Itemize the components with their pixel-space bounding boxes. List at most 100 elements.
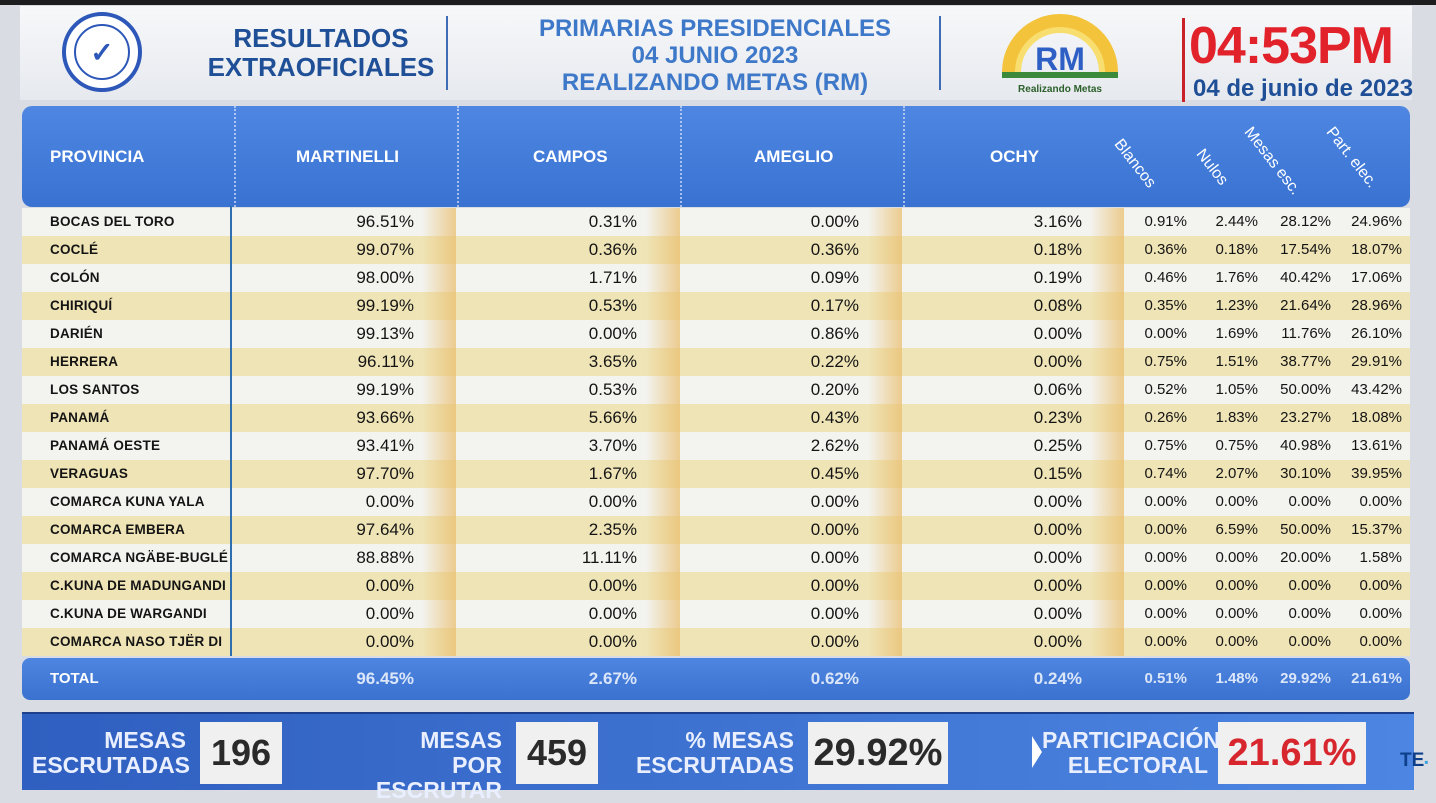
cell-part: 17.06% [1351, 269, 1402, 286]
cell-nulos: 0.75% [1215, 437, 1258, 454]
cell-ameglio: 0.00% [810, 548, 859, 567]
province-name: BOCAS DEL TORO [50, 214, 175, 229]
cell-nulos: 0.00% [1215, 633, 1258, 650]
cell-nulos: 1.23% [1215, 297, 1258, 314]
column-shade [1090, 488, 1124, 516]
column-shade [646, 432, 680, 460]
column-shade [1090, 628, 1124, 656]
province-name: COCLÉ [50, 242, 99, 257]
mesas-por-escrutar-value: 459 [516, 722, 598, 784]
cell-nulos: 2.44% [1215, 213, 1258, 230]
cell-mesas: 38.77% [1280, 353, 1331, 370]
total-row: TOTAL 96.45% 2.67% 0.62% 0.24% 0.51% 1.4… [22, 658, 1410, 700]
column-shade [646, 516, 680, 544]
column-shade [868, 572, 902, 600]
total-campos: 2.67% [588, 669, 637, 688]
chevron-right-icon [1032, 736, 1042, 768]
column-shade [422, 460, 456, 488]
column-shade [646, 628, 680, 656]
total-label: TOTAL [50, 670, 99, 687]
cell-ameglio: 0.00% [810, 604, 859, 623]
province-name: COMARCA NGÄBE-BUGLÉ [50, 550, 229, 565]
event-title-line3: REALIZANDO METAS (RM) [561, 69, 869, 96]
column-shade [646, 236, 680, 264]
cell-martinelli: 96.11% [357, 352, 414, 371]
cell-mesas: 0.00% [1288, 605, 1331, 622]
cell-mesas: 17.54% [1280, 241, 1331, 258]
total-ochy: 0.24% [1033, 669, 1082, 688]
cell-campos: 0.53% [588, 380, 637, 399]
province-name: DARIÉN [50, 326, 103, 341]
column-shade [1090, 208, 1124, 236]
cell-mesas: 28.12% [1280, 213, 1331, 230]
column-shade [868, 488, 902, 516]
cell-martinelli: 93.66% [356, 408, 414, 427]
column-shade [646, 376, 680, 404]
column-shade [1090, 516, 1124, 544]
summary-bar: MESAS ESCRUTADAS 196 MESAS POR ESCRUTAR … [22, 712, 1429, 803]
column-shade [422, 292, 456, 320]
cell-ameglio: 0.00% [810, 492, 859, 511]
column-shade [868, 320, 902, 348]
column-shade [868, 348, 902, 376]
column-shade [646, 292, 680, 320]
table-row: COMARCA KUNA YALA 0.00% 0.00% 0.00% 0.00% 0.0… [22, 488, 1410, 516]
column-header-blancos: Blancos [1110, 136, 1160, 192]
cell-ameglio: 0.86% [810, 324, 859, 343]
cell-ochy: 0.23% [1033, 408, 1082, 427]
cell-blancos: 0.00% [1144, 493, 1187, 510]
province-name: C.KUNA DE MADUNGANDI [50, 578, 226, 593]
province-name: CHIRIQUÍ [50, 298, 113, 313]
results-title-line1: RESULTADOS [233, 23, 409, 53]
column-shade [1090, 600, 1124, 628]
table-row: VERAGUAS 97.70% 1.67% 0.45% 0.15% 0.74% 2.07% 3… [22, 460, 1410, 488]
cell-nulos: 0.00% [1215, 549, 1258, 566]
cell-martinelli: 88.88% [356, 548, 414, 567]
column-shade [422, 488, 456, 516]
results-title: RESULTADOS EXTRAOFICIALES [206, 24, 436, 82]
header-separator [680, 106, 682, 207]
table-row: C.KUNA DE MADUNGANDI 0.00% 0.00% 0.00% 0.00%… [22, 572, 1410, 600]
channel-logo: TE▪ [1400, 750, 1429, 771]
column-shade [422, 320, 456, 348]
table-row: COCLÉ 99.07% 0.36% 0.36% 0.18% 0.36% 0.18% 17.5… [22, 236, 1410, 264]
cell-martinelli: 97.64% [356, 520, 414, 539]
cell-part: 39.95% [1351, 465, 1402, 482]
event-title: PRIMARIAS PRESIDENCIALES 04 JUNIO 2023 R… [470, 15, 960, 96]
cell-blancos: 0.36% [1144, 241, 1187, 258]
tribunal-electoral-seal: ✓ [62, 12, 142, 92]
cell-mesas: 0.00% [1288, 633, 1331, 650]
table-header: PROVINCIA MARTINELLI CAMPOS AMEGLIO OCHY… [22, 106, 1410, 207]
participacion-label-line1: PARTICIPACIÓN [1042, 727, 1221, 753]
event-title-line2: 04 JUNIO 2023 [631, 42, 799, 69]
participacion-label-line2: ELECTORAL [1067, 752, 1208, 778]
column-shade [646, 404, 680, 432]
column-shade [1090, 348, 1124, 376]
province-name: LOS SANTOS [50, 382, 140, 397]
column-shade [646, 264, 680, 292]
cell-campos: 0.00% [588, 604, 637, 623]
header-separator [457, 106, 459, 207]
cell-ameglio: 0.00% [810, 520, 859, 539]
column-shade [646, 348, 680, 376]
pct-mesas-value: 29.92% [808, 722, 948, 784]
table-row: CHIRIQUÍ 99.19% 0.53% 0.17% 0.08% 0.35% 1.23% 2… [22, 292, 1410, 320]
cell-blancos: 0.74% [1144, 465, 1187, 482]
table-row: BOCAS DEL TORO 96.51% 0.31% 0.00% 3.16% 0.91%… [22, 208, 1410, 236]
cell-blancos: 0.00% [1144, 325, 1187, 342]
column-header-part-elec: Part. elec. [1322, 124, 1381, 192]
cell-part: 13.61% [1351, 437, 1402, 454]
cell-campos: 3.65% [588, 352, 637, 371]
cell-martinelli: 0.00% [365, 492, 414, 511]
cell-martinelli: 97.70% [356, 464, 414, 483]
column-shade [868, 544, 902, 572]
table-row: C.KUNA DE WARGANDI 0.00% 0.00% 0.00% 0.00% 0.… [22, 600, 1410, 628]
cell-part: 0.00% [1359, 605, 1402, 622]
cell-nulos: 0.00% [1215, 493, 1258, 510]
column-shade [1090, 292, 1124, 320]
cell-blancos: 0.91% [1144, 213, 1187, 230]
province-name: COMARCA NASO TJËR DI [50, 634, 223, 649]
column-shade [422, 236, 456, 264]
cell-martinelli: 99.13% [356, 324, 414, 343]
column-shade [646, 572, 680, 600]
